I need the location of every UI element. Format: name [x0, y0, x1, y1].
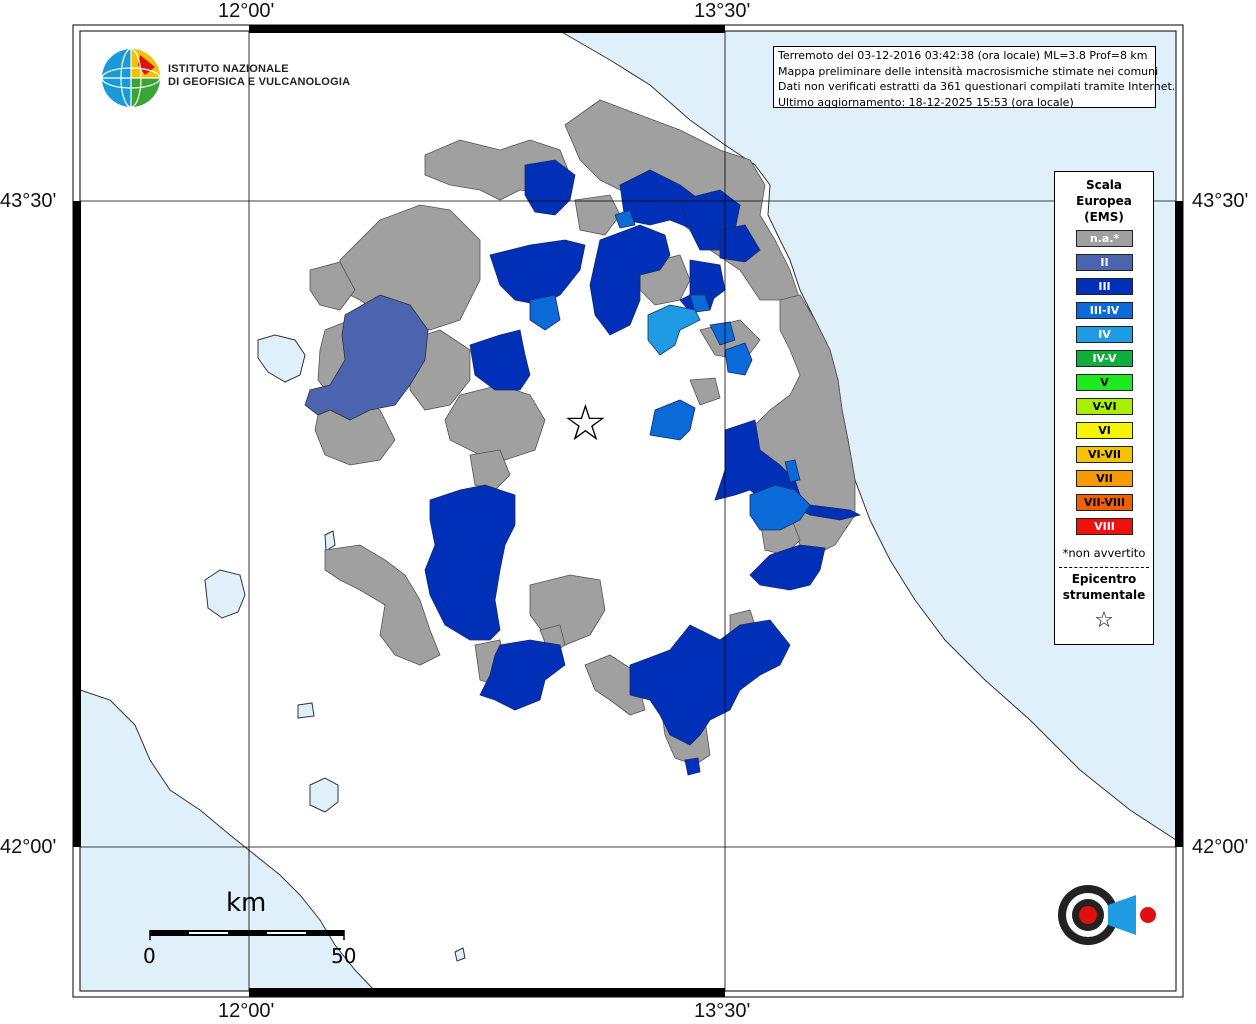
- area-intensity-III: [424, 159, 862, 776]
- area-intensity-IV: [647, 304, 701, 356]
- event-info-box: Terremoto del 03-12-2016 03:42:38 (ora l…: [773, 46, 1176, 109]
- lat-label-left-bottom: 42°00': [0, 836, 57, 858]
- info-line-3: Dati non verificati estratti da 361 ques…: [778, 80, 1176, 93]
- legend-item: IV: [1076, 326, 1133, 343]
- lake-bolsena: [204, 569, 246, 619]
- ems-legend: Scala Europea (EMS) n.a.* II III III-IV IV IV…: [1054, 171, 1154, 645]
- info-line-2: Mappa preliminare delle intensità macros…: [778, 64, 1159, 78]
- ingv-globe-logo: [101, 48, 161, 108]
- scale-unit: km: [226, 888, 267, 918]
- lon-label-top-left: 12°00': [218, 0, 275, 22]
- legend-item: III-IV: [1076, 302, 1133, 319]
- epicenter-star-icon: ☆: [563, 394, 608, 452]
- legend-separator: [1059, 567, 1149, 568]
- legend-item: V: [1076, 374, 1133, 391]
- legend-item: III: [1076, 278, 1133, 295]
- lon-label-bottom-right: 13°30': [694, 1000, 751, 1022]
- lake-trasimeno: [257, 334, 306, 383]
- legend-title-line3: (EMS): [1084, 210, 1124, 224]
- legend-item: VII-VIII: [1076, 494, 1133, 511]
- scale-max: 50: [331, 944, 357, 968]
- lon-label-top-right: 13°30': [694, 0, 751, 22]
- ingv-name-line1: ISTITUTO NAZIONALE: [168, 63, 289, 75]
- legend-epicenter-line2: strumentale: [1062, 588, 1146, 602]
- legend-title-line2: Europea: [1076, 194, 1132, 208]
- legend-title: Scala Europea (EMS): [1055, 177, 1153, 225]
- legend-item: V-VI: [1076, 398, 1133, 415]
- legend-item: VI: [1076, 422, 1133, 439]
- legend-title-line1: Scala: [1085, 178, 1123, 192]
- graticule: [80, 31, 1176, 991]
- legend-epicenter-label: Epicentro strumentale: [1055, 571, 1153, 603]
- area-intensity-III-IV: [529, 209, 811, 531]
- lat-label-right-top: 43°30': [1192, 190, 1249, 212]
- tyrrhenian-sea: [79, 689, 377, 992]
- lon-label-bottom-left: 12°00': [218, 1000, 275, 1022]
- lat-label-right-bottom: 42°00': [1192, 836, 1249, 858]
- scale-min: 0: [143, 944, 156, 968]
- info-line-1: Terremoto del 03-12-2016 03:42:38 (ora l…: [778, 49, 1148, 62]
- legend-item: VII: [1076, 470, 1133, 487]
- legend-epicenter-line1: Epicentro: [1071, 572, 1137, 586]
- legend-item: VI-VII: [1076, 446, 1133, 463]
- haisentito-badge: [1058, 885, 1156, 945]
- legend-item: IV-V: [1076, 350, 1133, 367]
- legend-star-icon: ☆: [1094, 608, 1114, 633]
- ingv-name-line2: DI GEOFISICA E VULCANOLOGIA: [168, 76, 351, 88]
- legend-item: VIII: [1076, 518, 1133, 535]
- lat-label-left-top: 43°30': [0, 190, 57, 212]
- ingv-name: ISTITUTO NAZIONALE DI GEOFISICA E VULCAN…: [168, 63, 350, 89]
- area-intensity-II: [304, 294, 429, 421]
- legend-note: *non avvertito: [1062, 546, 1146, 560]
- frame-ticks: [73, 25, 1183, 997]
- lake-bracciano: [309, 777, 339, 813]
- legend-item: II: [1076, 254, 1133, 271]
- legend-item: n.a.*: [1076, 230, 1133, 247]
- info-line-4: Ultimo aggiornamento: 18-12-2025 15:53 (…: [778, 95, 1074, 109]
- scale-bar: [149, 930, 345, 940]
